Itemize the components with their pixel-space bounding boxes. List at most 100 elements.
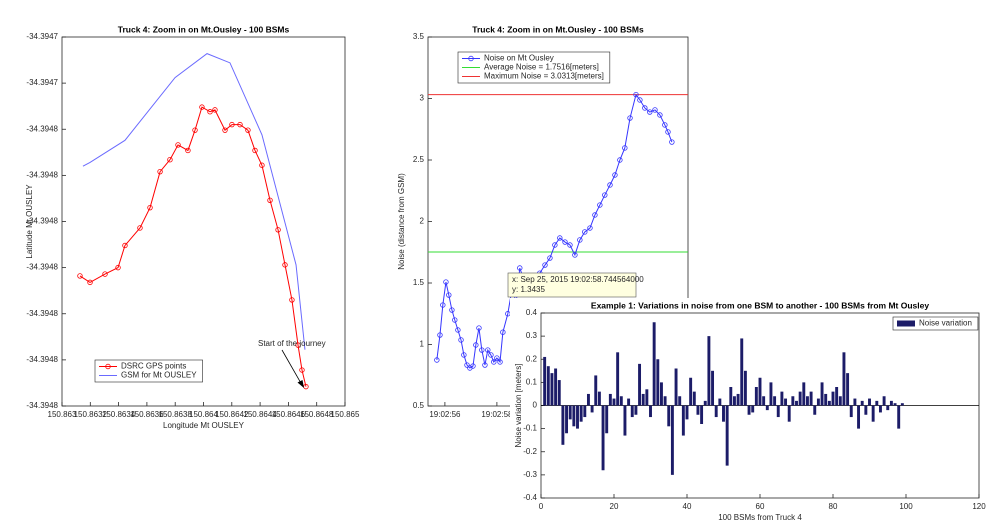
bar <box>820 382 824 406</box>
bar <box>670 405 674 475</box>
data-point <box>607 182 613 188</box>
data-point <box>542 262 548 268</box>
bar <box>641 393 645 406</box>
data-point <box>572 252 578 258</box>
bar <box>875 400 879 406</box>
x-tick-label: 40 <box>683 502 692 511</box>
bar <box>652 322 656 406</box>
x-tick-label: 60 <box>756 502 765 511</box>
data-point <box>669 139 675 145</box>
data-point <box>237 121 243 128</box>
data-point <box>491 359 497 365</box>
legend-marker <box>105 363 111 370</box>
bar <box>561 405 565 445</box>
legend <box>892 316 979 331</box>
bar <box>557 380 561 406</box>
arrow-head <box>297 380 304 388</box>
data-point <box>295 342 301 348</box>
bar <box>685 405 689 420</box>
x-tick-label: 100 <box>899 502 913 511</box>
data-point <box>517 265 523 271</box>
data-point <box>597 202 603 208</box>
y-tick-label: -34.3948 <box>26 401 58 410</box>
plot-area <box>61 36 346 407</box>
bar <box>667 405 671 427</box>
legend-label: GSM for Mt OUSLEY <box>121 371 197 380</box>
y-tick-label: 3 <box>420 94 425 103</box>
y-tick-label: 0.3 <box>526 331 538 340</box>
data-point <box>275 227 281 233</box>
data-point <box>455 327 461 333</box>
bar <box>594 375 598 406</box>
data-point <box>657 112 663 118</box>
bar <box>889 400 893 406</box>
data-point <box>494 355 500 361</box>
bar <box>619 396 623 406</box>
data-point <box>642 105 648 111</box>
bar <box>740 338 744 406</box>
bar <box>703 400 707 406</box>
datatip-text: x: Sep 25, 2015 19:02:58.744564000 <box>512 275 644 284</box>
y-tick-label: 0.2 <box>526 354 538 363</box>
y-tick-label: -0.2 <box>523 447 537 456</box>
bar <box>565 405 569 434</box>
data-point <box>87 279 93 286</box>
data-point <box>443 279 449 285</box>
data-point <box>485 347 491 353</box>
bar <box>627 398 631 406</box>
bar <box>692 391 696 406</box>
bar <box>784 398 788 406</box>
data-point <box>289 297 295 303</box>
y-tick-label: -0.1 <box>523 424 537 433</box>
bar <box>630 405 634 418</box>
datatip-text: y: 1.3435 <box>512 285 545 294</box>
data-point <box>245 127 251 133</box>
bar <box>747 405 751 415</box>
bar <box>897 405 901 429</box>
legend-label: Noise on Mt Ousley <box>484 54 554 63</box>
legend-label: DSRC GPS points <box>121 362 186 371</box>
bar <box>813 405 817 415</box>
data-point <box>229 121 235 128</box>
x-tick-label: 20 <box>610 502 619 511</box>
data-point <box>637 97 643 103</box>
chart-title: Example 1: Variations in noise from one … <box>591 300 929 310</box>
data-point <box>582 229 588 235</box>
x-tick-label: 150.8644 <box>243 410 277 419</box>
data-point <box>185 147 191 154</box>
data-point <box>488 352 494 358</box>
data-point <box>199 104 205 110</box>
data-point <box>557 235 563 241</box>
data-point <box>602 192 608 198</box>
data-point <box>449 307 455 313</box>
y-tick-label: 0.4 <box>526 308 538 317</box>
bar <box>871 405 875 422</box>
bar <box>576 405 579 429</box>
legend <box>94 359 203 383</box>
y-tick-label: -34.3948 <box>26 309 58 318</box>
bar <box>802 382 806 406</box>
bar <box>878 405 882 413</box>
bar <box>809 391 813 406</box>
y-tick-label: 2 <box>420 217 425 226</box>
y-axis-label: Noise variation [meters] <box>514 363 523 447</box>
x-tick-label: 150.864 <box>189 410 218 419</box>
bar <box>616 352 620 406</box>
data-point <box>470 363 476 369</box>
data-point <box>662 122 668 128</box>
data-point <box>665 129 671 135</box>
bar <box>773 396 777 406</box>
y-tick-label: 2.5 <box>413 155 425 164</box>
data-point <box>147 204 153 211</box>
bar <box>857 405 861 429</box>
annotation: Start of the journey <box>258 339 326 348</box>
data-point <box>592 212 598 218</box>
bar <box>787 405 791 422</box>
data-point <box>434 357 440 363</box>
data-point <box>612 172 618 178</box>
x-tick-label: 0 <box>539 502 544 511</box>
bar <box>868 398 871 406</box>
data-point <box>562 239 568 245</box>
bar <box>656 359 660 406</box>
